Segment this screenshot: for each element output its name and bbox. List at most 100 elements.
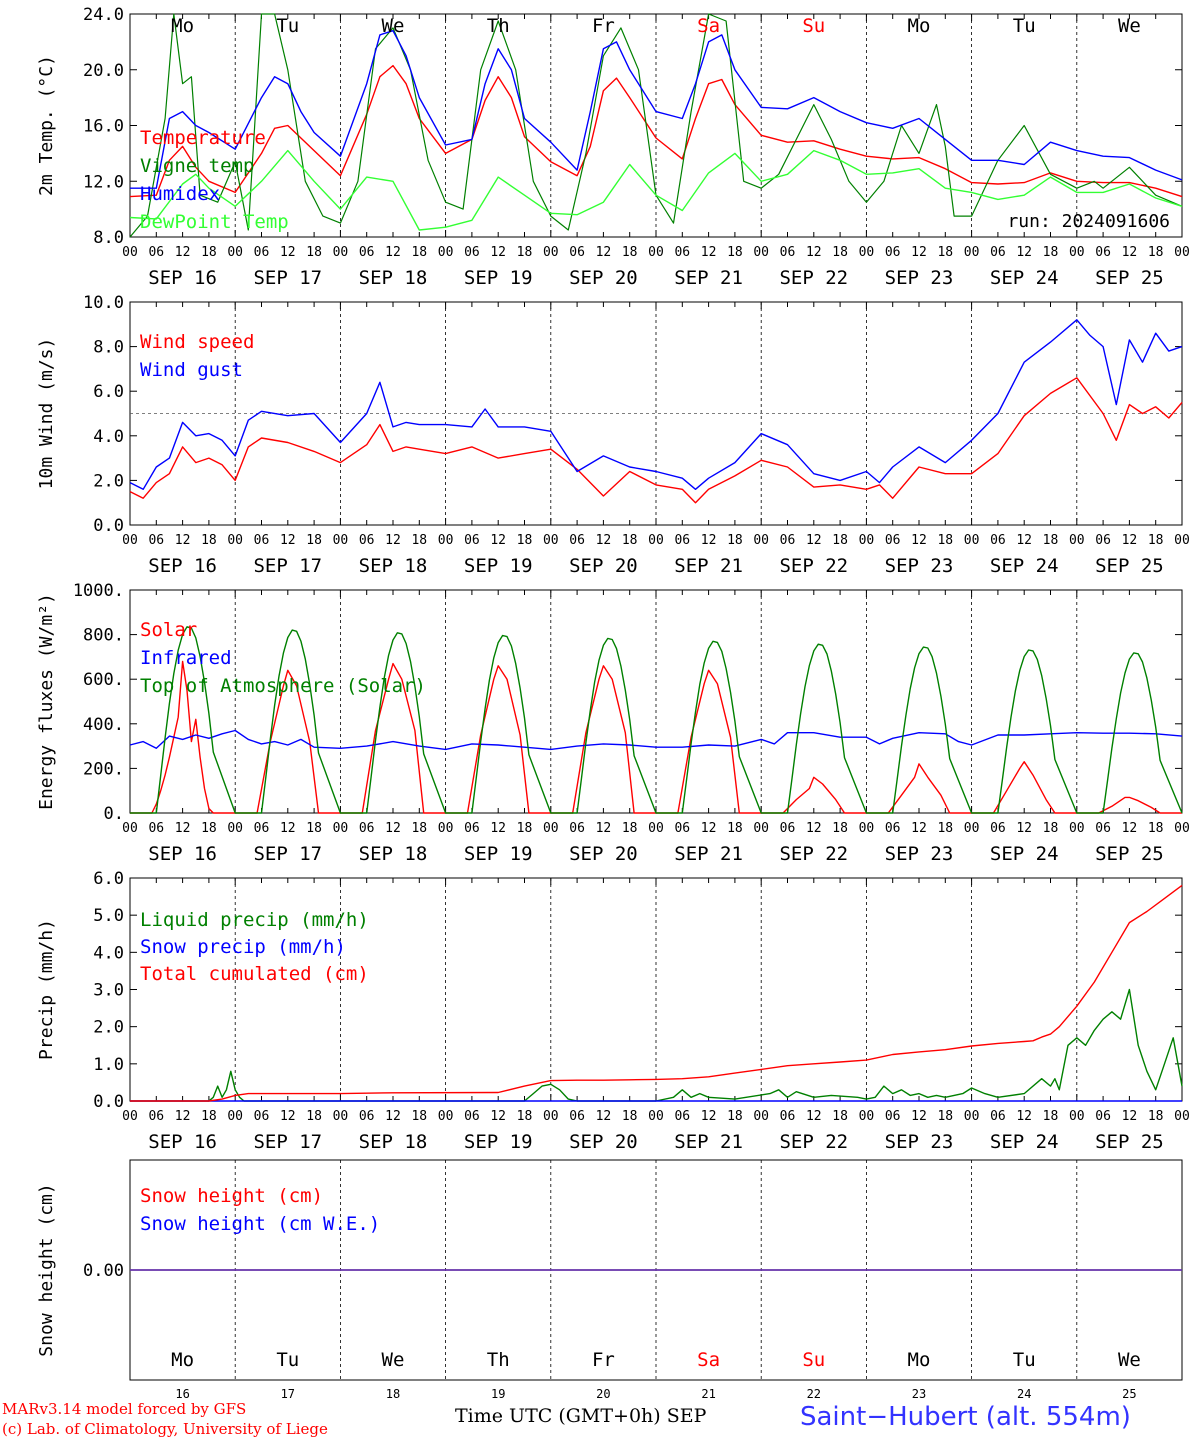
y-tick-label: 3.0 xyxy=(93,981,124,1001)
hour-tick-label: 12 xyxy=(701,245,717,260)
day-number-label: 21 xyxy=(701,1387,715,1400)
series-total-cumulated-cm xyxy=(130,884,1183,1102)
hour-tick-label: 18 xyxy=(1148,245,1164,260)
hour-tick-label: 06 xyxy=(148,1109,164,1124)
y-tick-label: 6.0 xyxy=(93,382,124,402)
hour-tick-label: 06 xyxy=(990,533,1006,548)
hour-tick-label: 12 xyxy=(1122,1109,1138,1124)
y-tick-label: 2.0 xyxy=(93,1018,124,1038)
hour-tick-label: 06 xyxy=(148,821,164,836)
hour-tick-label: 00 xyxy=(227,245,243,260)
y-tick-label: 10.0 xyxy=(83,293,124,313)
weekday-label: Sa xyxy=(697,15,720,37)
day-label: SEP 21 xyxy=(674,267,743,289)
y-axis-label: 10m Wind (m/s) xyxy=(36,338,57,490)
hour-tick-label: 12 xyxy=(806,1109,822,1124)
series-dewpoint-temp xyxy=(129,149,1183,231)
hour-tick-label: 06 xyxy=(885,821,901,836)
legend-entry: Vigne temp xyxy=(140,155,254,177)
legend-entry: Snow height (cm) xyxy=(140,1185,323,1207)
hour-tick-label: 18 xyxy=(517,245,533,260)
y-tick-label: 400. xyxy=(83,715,124,735)
y-tick-label: 0. xyxy=(104,804,124,824)
hour-tick-label: 18 xyxy=(832,821,848,836)
y-tick-label: 200. xyxy=(83,759,124,779)
hour-tick-label: 12 xyxy=(490,821,506,836)
weekday-label: Tu xyxy=(1013,15,1036,37)
lab-credit: (c) Lab. of Climatology, University of L… xyxy=(2,1420,328,1438)
hour-tick-label: 18 xyxy=(306,1109,322,1124)
hour-tick-label: 06 xyxy=(780,821,796,836)
hour-tick-label: 00 xyxy=(964,1109,980,1124)
day-number-label: 16 xyxy=(175,1387,189,1400)
hour-tick-label: 00 xyxy=(1069,245,1085,260)
hour-tick-label: 18 xyxy=(411,1109,427,1124)
day-label: SEP 22 xyxy=(779,1131,848,1153)
hour-tick-label: 00 xyxy=(227,533,243,548)
hour-tick-label: 18 xyxy=(727,1109,743,1124)
day-label: SEP 19 xyxy=(464,555,533,577)
day-label: SEP 18 xyxy=(359,267,428,289)
hour-tick-label: 00 xyxy=(859,821,875,836)
hour-tick-label: 00 xyxy=(1174,1109,1190,1124)
hour-tick-label: 06 xyxy=(674,821,690,836)
chart-panel-3: 00 06 12 18 00 06 12 18 00 06 12 18 00 06 12 18 00 06 12 18… xyxy=(36,581,1190,865)
hour-tick-label: 18 xyxy=(1043,1109,1059,1124)
hour-tick-label: 12 xyxy=(596,245,612,260)
weekday-label: Fr xyxy=(592,1349,615,1371)
hour-tick-label: 00 xyxy=(543,821,559,836)
day-label: SEP 23 xyxy=(885,267,954,289)
hour-tick-label: 18 xyxy=(201,1109,217,1124)
hour-tick-label: 00 xyxy=(122,245,138,260)
weekday-label: Sa xyxy=(697,1349,720,1371)
day-label: SEP 21 xyxy=(674,843,743,865)
hour-tick-label: 06 xyxy=(885,1109,901,1124)
weekday-label: Mo xyxy=(171,1349,194,1371)
chart-panel-1: 00 06 12 18 00 06 12 18 00 06 12 18 00 06 12 18 00 06 12 18… xyxy=(36,5,1190,289)
hour-tick-label: 00 xyxy=(753,533,769,548)
station-name: Saint−Hubert (alt. 554m) xyxy=(800,1402,1131,1432)
hour-tick-label: 18 xyxy=(832,1109,848,1124)
weekday-label: Mo xyxy=(171,15,194,37)
hour-tick-label: 06 xyxy=(674,245,690,260)
day-number-label: 17 xyxy=(281,1387,295,1400)
hour-tick-label: 18 xyxy=(937,821,953,836)
day-number-label: 22 xyxy=(807,1387,821,1400)
hour-tick-label: 00 xyxy=(753,1109,769,1124)
hour-tick-label: 06 xyxy=(780,1109,796,1124)
hour-tick-label: 12 xyxy=(175,533,191,548)
hour-tick-label: 12 xyxy=(175,1109,191,1124)
hour-tick-label: 06 xyxy=(254,533,270,548)
hour-tick-label: 12 xyxy=(280,533,296,548)
hour-tick-label: 00 xyxy=(438,245,454,260)
hour-tick-label: 12 xyxy=(806,821,822,836)
day-label: SEP 24 xyxy=(990,267,1059,289)
hour-tick-label: 00 xyxy=(122,1109,138,1124)
hour-tick-label: 00 xyxy=(122,533,138,548)
y-tick-label: 1.0 xyxy=(93,1055,124,1075)
legend-entry: Wind gust xyxy=(140,359,243,381)
hour-tick-label: 12 xyxy=(806,533,822,548)
hour-tick-label: 12 xyxy=(280,821,296,836)
hour-tick-label: 18 xyxy=(517,821,533,836)
hour-tick-label: 06 xyxy=(990,821,1006,836)
day-label: SEP 18 xyxy=(359,843,428,865)
hour-tick-label: 18 xyxy=(727,533,743,548)
hour-tick-label: 12 xyxy=(911,1109,927,1124)
hour-tick-label: 00 xyxy=(543,533,559,548)
series-top-of-atmosphere-solar xyxy=(130,626,1183,814)
series-infrared xyxy=(129,729,1183,751)
hour-tick-label: 12 xyxy=(490,533,506,548)
hour-tick-label: 06 xyxy=(359,245,375,260)
hour-tick-label: 00 xyxy=(333,821,349,836)
y-tick-label: 800. xyxy=(83,626,124,646)
weekday-label: We xyxy=(382,1349,405,1371)
hour-tick-label: 00 xyxy=(648,533,664,548)
y-tick-label: 0.0 xyxy=(93,516,124,536)
hour-tick-label: 00 xyxy=(753,821,769,836)
y-tick-label: 0.0 xyxy=(93,1092,124,1112)
model-credit: MARv3.14 model forced by GFS xyxy=(2,1400,247,1418)
day-label: SEP 16 xyxy=(148,555,217,577)
hour-tick-label: 06 xyxy=(254,245,270,260)
hour-tick-label: 00 xyxy=(438,1109,454,1124)
